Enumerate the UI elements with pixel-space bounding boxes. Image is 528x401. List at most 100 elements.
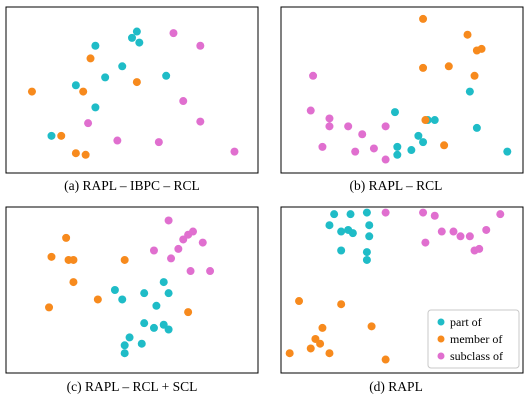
legend-label-subclass-of: subclass of bbox=[450, 349, 503, 363]
panel-0-part-of-point-2 bbox=[135, 38, 144, 47]
panel-1-subclass-of-point-4 bbox=[344, 122, 353, 131]
legend-marker-part-of bbox=[437, 318, 445, 326]
panel-0-part-of-point-0 bbox=[91, 41, 100, 50]
panel-0-part-of-point-7 bbox=[101, 73, 110, 82]
panel-3-part-of-point-3 bbox=[365, 221, 374, 230]
legend: part of member of subclass of bbox=[427, 309, 520, 369]
panel-1-member-of-point-8 bbox=[440, 141, 449, 150]
panel-1-subclass-of-point-0 bbox=[309, 71, 318, 80]
panel-2-part-of-point-9 bbox=[164, 325, 173, 334]
panel-2-member-of-point-8 bbox=[184, 308, 193, 317]
panel-0-part-of-point-4 bbox=[118, 62, 127, 71]
panel-3-subclass-of-point-5 bbox=[449, 227, 458, 236]
panel-2-subclass-of-point-7 bbox=[174, 244, 183, 253]
panel-2-subclass-of-point-0 bbox=[164, 216, 173, 225]
panel-0-member-of-point-5 bbox=[71, 149, 80, 158]
panel-b-frame bbox=[280, 6, 524, 174]
panel-3-member-of-point-5 bbox=[316, 339, 325, 348]
panel-0-part-of-point-6 bbox=[71, 81, 80, 90]
panel-1-subclass-of-point-9 bbox=[369, 144, 378, 153]
panel-2-member-of-point-5 bbox=[69, 278, 78, 287]
panel-a-caption: (a) RAPL – IBPC – RCL bbox=[64, 178, 200, 193]
panel-3-part-of-point-8 bbox=[365, 232, 374, 241]
panel-1-member-of-point-7 bbox=[421, 116, 430, 125]
panel-3-part-of-point-2 bbox=[362, 208, 371, 217]
panel-1-subclass-of-point-5 bbox=[318, 142, 327, 151]
panel-0-subclass-of-point-1 bbox=[196, 41, 205, 50]
panel-b-caption: (b) RAPL – RCL bbox=[349, 178, 443, 193]
panel-2-subclass-of-point-5 bbox=[149, 246, 158, 255]
panel-3-subclass-of-point-10 bbox=[470, 246, 479, 255]
panel-2-subclass-of-point-3 bbox=[189, 227, 197, 236]
panel-1-part-of-point-1 bbox=[472, 123, 481, 132]
panel-2-part-of-point-5 bbox=[152, 301, 161, 310]
panel-3-member-of-point-7 bbox=[285, 349, 294, 358]
panel-2-part-of-point-6 bbox=[140, 319, 149, 328]
panel-1-member-of-point-6 bbox=[470, 71, 479, 80]
panel-0-member-of-point-6 bbox=[81, 150, 90, 159]
panel-2-subclass-of-point-6 bbox=[167, 254, 176, 263]
panel-3-subclass-of-point-1 bbox=[419, 208, 428, 217]
panel-3-part-of-point-4 bbox=[325, 221, 334, 230]
panel-c-frame bbox=[5, 206, 259, 374]
panel-3-member-of-point-8 bbox=[325, 349, 334, 358]
panel-3-part-of-point-7 bbox=[348, 229, 357, 238]
panel-3-subclass-of-point-0 bbox=[381, 208, 390, 217]
panel-0-subclass-of-point-0 bbox=[169, 29, 178, 38]
panel-0-member-of-point-3 bbox=[79, 87, 88, 96]
panel-1-subclass-of-point-1 bbox=[306, 106, 315, 115]
panel-2-subclass-of-point-8 bbox=[186, 267, 195, 276]
panel-0-member-of-point-4 bbox=[57, 131, 66, 140]
panel-0-part-of-point-8 bbox=[91, 103, 100, 112]
panel-1-part-of-point-8 bbox=[393, 142, 402, 151]
legend-label-part-of: part of bbox=[450, 315, 482, 329]
panel-0-subclass-of-point-3 bbox=[196, 117, 205, 126]
panel-0-subclass-of-point-6 bbox=[154, 138, 163, 147]
panel-1-member-of-point-1 bbox=[463, 30, 472, 39]
panel-0-part-of-point-5 bbox=[162, 71, 171, 80]
panel-d-caption: (d) RAPL bbox=[369, 379, 423, 394]
panel-3-member-of-point-6 bbox=[306, 344, 315, 353]
panel-3-subclass-of-point-3 bbox=[496, 210, 505, 219]
legend-marker-member-of bbox=[437, 335, 445, 343]
panel-1-subclass-of-point-2 bbox=[325, 114, 334, 123]
panel-3-subclass-of-point-11 bbox=[421, 238, 430, 247]
panel-0-subclass-of-point-5 bbox=[113, 136, 122, 145]
panel-1-part-of-point-9 bbox=[407, 146, 416, 155]
panel-2-part-of-point-3 bbox=[159, 278, 168, 287]
panel-2-part-of-point-11 bbox=[120, 341, 129, 350]
panel-2-member-of-point-4 bbox=[120, 255, 129, 264]
panel-0-part-of-point-3 bbox=[132, 27, 141, 36]
panel-1-part-of-point-5 bbox=[430, 116, 439, 125]
panel-c-caption: (c) RAPL – RCL + SCL bbox=[66, 379, 198, 394]
panel-3-part-of-point-9 bbox=[337, 246, 346, 255]
panel-3-subclass-of-point-8 bbox=[482, 225, 491, 234]
panel-3-part-of-point-10 bbox=[362, 248, 371, 257]
panel-2-member-of-point-0 bbox=[62, 233, 71, 242]
panel-1-subclass-of-point-8 bbox=[351, 147, 360, 156]
panel-0-subclass-of-point-7 bbox=[230, 147, 239, 156]
panel-1-part-of-point-6 bbox=[414, 131, 423, 140]
panel-3-subclass-of-point-2 bbox=[430, 211, 439, 220]
panel-2-member-of-point-3 bbox=[69, 255, 78, 264]
legend-label-member-of: member of bbox=[450, 332, 502, 346]
panel-0-part-of-point-1 bbox=[128, 33, 136, 42]
panel-1-member-of-point-3 bbox=[477, 44, 486, 53]
panel-3-part-of-point-5 bbox=[337, 227, 346, 236]
points-layer bbox=[27, 14, 512, 364]
panel-1-part-of-point-2 bbox=[503, 147, 512, 156]
panel-3-subclass-of-point-4 bbox=[437, 227, 446, 236]
panel-0-member-of-point-2 bbox=[27, 87, 36, 96]
panel-1-subclass-of-point-10 bbox=[381, 155, 390, 164]
panel-2-part-of-point-2 bbox=[140, 289, 149, 298]
panel-3-member-of-point-3 bbox=[367, 322, 376, 331]
panel-3-member-of-point-0 bbox=[295, 297, 304, 306]
panel-0-subclass-of-point-2 bbox=[179, 97, 188, 106]
panel-2-part-of-point-13 bbox=[137, 339, 146, 348]
panel-3-member-of-point-9 bbox=[381, 355, 390, 364]
panel-0-member-of-point-0 bbox=[86, 54, 95, 63]
panel-3-subclass-of-point-7 bbox=[465, 232, 474, 241]
panel-0-part-of-point-9 bbox=[47, 131, 56, 140]
panel-2-part-of-point-12 bbox=[120, 349, 129, 358]
